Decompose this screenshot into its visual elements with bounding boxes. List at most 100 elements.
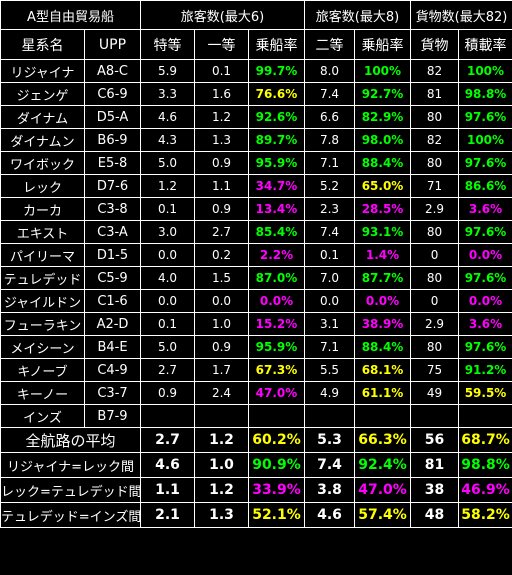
- second-load-rate: 28.5%: [353, 197, 412, 221]
- table-row: キーノー C3-7 0.9 2.4 47.0% 4.9 61.1% 49 59.5%: [0, 381, 512, 405]
- special-count: 3.0: [140, 220, 195, 244]
- second-count: 0.0: [304, 289, 355, 313]
- table-row: ダイナムン B6-9 4.3 1.3 89.7% 7.8 98.0% 82 100%: [0, 128, 512, 152]
- cargo-count: [410, 404, 460, 428]
- table-row: フューラキン A2-D 0.1 1.0 15.2% 3.1 38.9% 2.9 3.6%: [0, 312, 512, 336]
- first-count: 1.7: [194, 358, 249, 382]
- system-name: インズ: [0, 404, 85, 428]
- system-upp: D7-6: [84, 174, 141, 198]
- special-count: 0.1: [140, 197, 195, 221]
- summary-cargo-count: 81: [410, 452, 460, 478]
- summary-second-load-rate: 47.0%: [353, 477, 412, 503]
- first-load-rate: 76.6%: [248, 82, 305, 106]
- first-load-rate: 34.7%: [248, 174, 305, 198]
- summary-second-count: 3.8: [304, 477, 355, 503]
- summary-special-count: 2.1: [140, 502, 195, 528]
- second-count: 2.3: [304, 197, 355, 221]
- table-row: リジャイナ A8-C 5.9 0.1 99.7% 8.0 100% 82 100%: [0, 59, 512, 83]
- cargo-count: 80: [410, 220, 460, 244]
- cargo-load-rate: 86.6%: [458, 174, 512, 198]
- table-row: エキスト C3-A 3.0 2.7 85.4% 7.4 93.1% 80 97.6%: [0, 220, 512, 244]
- column-header-rate1: 乗船率: [248, 29, 305, 60]
- special-count: 3.3: [140, 82, 195, 106]
- cargo-count: 0: [410, 289, 460, 313]
- summary-cargo-count: 38: [410, 477, 460, 503]
- summary-label: レック=テュレデッド間: [0, 477, 141, 503]
- cargo-load-rate: 97.6%: [458, 151, 512, 175]
- table-row: ジェンゲ C6-9 3.3 1.6 76.6% 7.4 92.7% 81 98.8%: [0, 82, 512, 106]
- column-header-second: 二等: [304, 29, 355, 60]
- second-load-rate: 68.1%: [353, 358, 412, 382]
- second-count: 3.1: [304, 312, 355, 336]
- table-row: テュレデッド C5-9 4.0 1.5 87.0% 7.0 87.7% 80 97.6%: [0, 266, 512, 290]
- second-load-rate: [353, 404, 412, 428]
- system-upp: B6-9: [84, 128, 141, 152]
- second-load-rate: 88.4%: [353, 335, 412, 359]
- system-name: テュレデッド: [0, 266, 85, 290]
- second-load-rate: 38.9%: [353, 312, 412, 336]
- table-row: キノーブ C4-9 2.7 1.7 67.3% 5.5 68.1% 75 91.2%: [0, 358, 512, 382]
- summary-second-count: 4.6: [304, 502, 355, 528]
- first-count: 1.2: [194, 105, 249, 129]
- special-count: 0.0: [140, 243, 195, 267]
- cargo-count: 75: [410, 358, 460, 382]
- second-load-rate: 93.1%: [353, 220, 412, 244]
- summary-cargo-count: 56: [410, 427, 460, 453]
- column-header-load-rate: 積載率: [458, 29, 512, 60]
- summary-label: リジャイナ=レック間: [0, 452, 141, 478]
- summary-row: リジャイナ=レック間 4.6 1.0 90.9% 7.4 92.4% 81 98.8%: [0, 452, 512, 478]
- special-count: [140, 404, 195, 428]
- first-count: 1.5: [194, 266, 249, 290]
- table-row: メイシーン B4-E 5.0 0.9 95.9% 7.1 88.4% 80 97.6%: [0, 335, 512, 359]
- first-count: 0.9: [194, 335, 249, 359]
- summary-special-count: 2.7: [140, 427, 195, 453]
- cargo-load-rate: 97.6%: [458, 266, 512, 290]
- second-load-rate: 88.4%: [353, 151, 412, 175]
- system-upp: A2-D: [84, 312, 141, 336]
- cargo-load-rate: [458, 404, 512, 428]
- cargo-load-rate: 97.6%: [458, 220, 512, 244]
- first-load-rate: 0.0%: [248, 289, 305, 313]
- cargo-load-rate: 0.0%: [458, 243, 512, 267]
- cargo-load-rate: 0.0%: [458, 289, 512, 313]
- system-name: フューラキン: [0, 312, 85, 336]
- system-name: ダイナム: [0, 105, 85, 129]
- cargo-load-rate: 97.6%: [458, 335, 512, 359]
- table-row: ジャイルドン C1-6 0.0 0.0 0.0% 0.0 0.0% 0 0.0%: [0, 289, 512, 313]
- system-name: メイシーン: [0, 335, 85, 359]
- special-count: 5.0: [140, 151, 195, 175]
- second-load-rate: 65.0%: [353, 174, 412, 198]
- column-header-first: 一等: [194, 29, 249, 60]
- special-count: 4.3: [140, 128, 195, 152]
- system-name: レック: [0, 174, 85, 198]
- system-upp: C1-6: [84, 289, 141, 313]
- cargo-load-rate: 59.5%: [458, 381, 512, 405]
- first-load-rate: 89.7%: [248, 128, 305, 152]
- second-count: 7.0: [304, 266, 355, 290]
- summary-second-count: 5.3: [304, 427, 355, 453]
- system-name: リジャイナ: [0, 59, 85, 83]
- cargo-load-rate: 98.8%: [458, 82, 512, 106]
- second-load-rate: 0.0%: [353, 289, 412, 313]
- second-count: 0.1: [304, 243, 355, 267]
- second-load-rate: 87.7%: [353, 266, 412, 290]
- first-count: 0.1: [194, 59, 249, 83]
- second-count: 5.2: [304, 174, 355, 198]
- group-header-second-class: 旅客数(最大8): [303, 0, 412, 30]
- system-name: ワイボック: [0, 151, 85, 175]
- summary-cargo-load-rate: 68.7%: [458, 427, 512, 453]
- second-count: 5.5: [304, 358, 355, 382]
- summary-first-count: 1.2: [194, 477, 249, 503]
- first-count: 1.0: [194, 312, 249, 336]
- first-load-rate: 95.9%: [248, 151, 305, 175]
- first-count: 1.6: [194, 82, 249, 106]
- special-count: 5.0: [140, 335, 195, 359]
- second-load-rate: 1.4%: [353, 243, 412, 267]
- cargo-count: 82: [410, 128, 460, 152]
- first-load-rate: 47.0%: [248, 381, 305, 405]
- table-row: ワイボック E5-8 5.0 0.9 95.9% 7.1 88.4% 80 97.6%: [0, 151, 512, 175]
- first-load-rate: 87.0%: [248, 266, 305, 290]
- summary-first-load-rate: 33.9%: [248, 477, 305, 503]
- first-count: 2.7: [194, 220, 249, 244]
- first-load-rate: 67.3%: [248, 358, 305, 382]
